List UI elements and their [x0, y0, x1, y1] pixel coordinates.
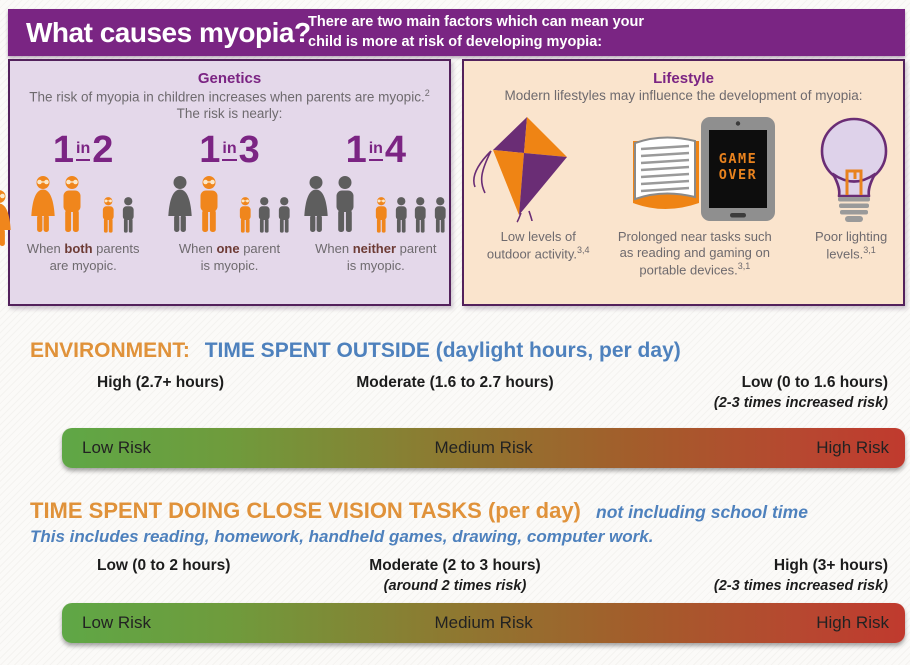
lifestyle-panel: Lifestyle Modern lifestyles may influenc… — [462, 59, 905, 306]
adult-male-orange-figure-icon — [200, 176, 218, 233]
reference-superscript: 3,1 — [737, 261, 751, 272]
close-risk-bar: Low Risk Medium Risk High Risk — [62, 603, 905, 643]
outside-bar-high-risk: High Risk — [816, 438, 889, 457]
adult-female-orange-figure-icon — [0, 190, 11, 246]
outside-heading-blue: TIME SPENT OUTSIDE (daylight hours, per … — [204, 339, 681, 362]
stat-both-parents: 1 in 2 When both parents are myopic. — [10, 131, 156, 274]
close-label-low: Low (0 to 2 hours) — [97, 557, 231, 574]
family-icons-one — [156, 174, 302, 234]
genetics-panel: Genetics The risk of myopia in children … — [8, 59, 451, 306]
genetics-description: The risk of myopia in children increases… — [29, 88, 430, 122]
header-bar: What causes myopia? There are two main f… — [8, 9, 905, 56]
adult-male-orange-figure-icon — [63, 176, 81, 233]
lightbulb-icon — [820, 117, 887, 222]
child-orange-figure-icon — [103, 197, 114, 233]
caption-near-tasks: Prolonged near tasks such as reading and… — [617, 228, 772, 278]
genetics-stats: 1 in 2 When both parents are myopic. — [10, 131, 449, 274]
outside-bar-medium-risk: Medium Risk — [434, 438, 533, 457]
ratio-1-in-4: 1 in 4 — [345, 129, 407, 172]
close-label-moderate-risk-note: (around 2 times risk) — [383, 578, 527, 594]
outside-label-moderate: Moderate (1.6 to 2.7 hours) — [356, 374, 554, 391]
reference-superscript: 3,4 — [577, 245, 590, 256]
adult-male-gray-figure-icon — [336, 176, 354, 233]
child-gray-figure-icon — [434, 197, 446, 233]
child-gray-figure-icon — [395, 197, 407, 233]
close-section-heading: TIME SPENT DOING CLOSE VISION TASKS (per… — [30, 498, 808, 524]
svg-text:OVER: OVER — [718, 167, 757, 183]
adult-female-orange-figure-icon — [31, 176, 55, 233]
child-orange-figure-icon — [376, 197, 387, 233]
outside-labels: High (2.7+ hours) Moderate (1.6 to 2.7 h… — [0, 374, 910, 411]
stat-caption-neither: When neither parent is myopic. — [315, 241, 437, 273]
adult-female-gray-figure-icon — [304, 176, 329, 233]
stat-caption-both: When both parents are myopic. — [26, 241, 140, 273]
ratio-1-in-3: 1 in 3 — [199, 129, 260, 172]
lifestyle-title: Lifestyle — [653, 70, 714, 87]
close-section-subheading: This includes reading, homework, handhel… — [30, 527, 654, 546]
outside-bar-low-risk: Low Risk — [82, 438, 151, 457]
close-label-high: High (3+ hours) (2-3 times increased ris… — [616, 557, 910, 594]
lifestyle-icons: GAME OVER — [464, 115, 903, 223]
stat-one-parent: 1 in 3 When one parent is myopic. — [156, 131, 302, 274]
reference-superscript: 3,1 — [863, 245, 876, 256]
stat-caption-one: When one parent is myopic. — [178, 241, 281, 273]
caption-outdoor-activity: Low levels of outdoor activity.3,4 — [486, 228, 590, 262]
family-icons-both — [10, 174, 156, 234]
ratio-1-in-2: 1 in 2 — [52, 129, 114, 172]
close-heading-blue: not including school time — [596, 502, 808, 522]
outside-label-low-risk-note: (2-3 times increased risk) — [713, 395, 888, 411]
close-bar-low-risk: Low Risk — [82, 613, 151, 632]
page-title: What causes myopia? — [26, 16, 311, 48]
family-icons-neither — [303, 174, 449, 234]
close-bar-medium-risk: Medium Risk — [434, 613, 533, 632]
header-subtitle-line1: There are two main factors which can mea… — [308, 14, 645, 30]
book-tablet-icon: GAME OVER — [632, 116, 775, 221]
stat-neither-parent: 1 in 4 When neither parent is myo — [303, 131, 449, 274]
close-heading-orange: TIME SPENT DOING CLOSE VISION TASKS (per… — [30, 498, 581, 523]
lifestyle-description: Modern lifestyles may influence the deve… — [504, 88, 863, 103]
lifestyle-captions: Low levels of outdoor activity.3,4 Prolo… — [464, 229, 903, 279]
child-orange-figure-icon — [239, 197, 251, 233]
genetics-title: Genetics — [197, 70, 262, 87]
header-subtitle: There are two main factors which can mea… — [308, 13, 888, 52]
svg-text:GAME: GAME — [718, 151, 757, 167]
header-subtitle-line2: child is more at risk of developing myop… — [308, 33, 603, 50]
reference-superscript: 2 — [424, 88, 430, 98]
outside-label-high: High (2.7+ hours) — [97, 374, 225, 391]
child-gray-figure-icon — [122, 197, 134, 233]
partial-person-icon — [0, 188, 12, 248]
close-labels: Low (0 to 2 hours) Moderate (2 to 3 hour… — [0, 557, 910, 594]
close-bar-high-risk: High Risk — [816, 613, 889, 632]
close-label-high-risk-note: (2-3 times increased risk) — [713, 578, 888, 594]
outside-section-heading: ENVIRONMENT: TIME SPENT OUTSIDE (dayligh… — [30, 339, 681, 363]
outside-heading-orange: ENVIRONMENT: — [30, 339, 190, 362]
child-gray-figure-icon — [259, 197, 270, 233]
caption-poor-lighting: Poor lighting levels.3,1 — [814, 228, 888, 262]
close-label-moderate: Moderate (2 to 3 hours) (around 2 times … — [294, 557, 617, 594]
outside-label-low: Low (0 to 1.6 hours) (2-3 times increase… — [616, 374, 910, 411]
kite-icon — [472, 116, 567, 223]
adult-female-gray-figure-icon — [168, 176, 192, 233]
child-gray-figure-icon — [278, 197, 290, 233]
child-gray-figure-icon — [415, 197, 426, 233]
outside-risk-bar: Low Risk Medium Risk High Risk — [62, 428, 905, 468]
